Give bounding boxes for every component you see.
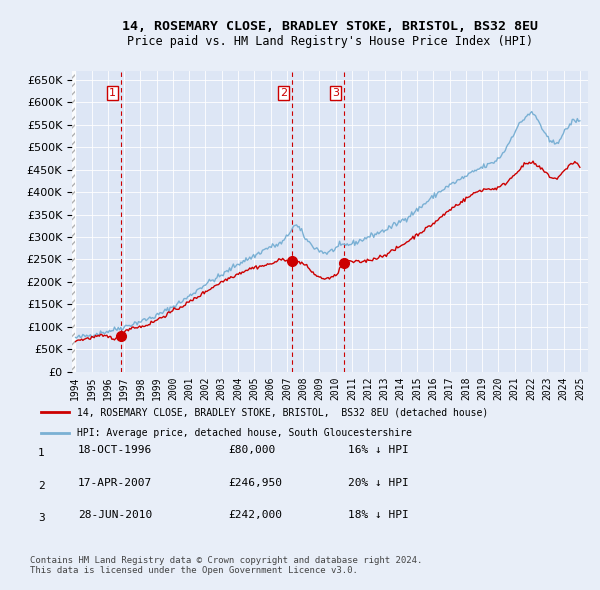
Text: 28-JUN-2010: 28-JUN-2010 (78, 510, 152, 520)
Text: Contains HM Land Registry data © Crown copyright and database right 2024.
This d: Contains HM Land Registry data © Crown c… (30, 556, 422, 575)
Text: 14, ROSEMARY CLOSE, BRADLEY STOKE, BRISTOL, BS32 8EU: 14, ROSEMARY CLOSE, BRADLEY STOKE, BRIST… (122, 20, 538, 33)
Text: £242,000: £242,000 (228, 510, 282, 520)
Text: Price paid vs. HM Land Registry's House Price Index (HPI): Price paid vs. HM Land Registry's House … (127, 35, 533, 48)
Text: 18-OCT-1996: 18-OCT-1996 (78, 445, 152, 455)
Text: 1: 1 (109, 88, 116, 99)
Polygon shape (72, 71, 75, 372)
Text: 14, ROSEMARY CLOSE, BRADLEY STOKE, BRISTOL,  BS32 8EU (detached house): 14, ROSEMARY CLOSE, BRADLEY STOKE, BRIST… (77, 407, 488, 417)
Text: 18% ↓ HPI: 18% ↓ HPI (348, 510, 409, 520)
Text: HPI: Average price, detached house, South Gloucestershire: HPI: Average price, detached house, Sout… (77, 428, 412, 438)
Text: 17-APR-2007: 17-APR-2007 (78, 477, 152, 487)
Text: £80,000: £80,000 (228, 445, 275, 455)
Text: £246,950: £246,950 (228, 477, 282, 487)
Text: 2: 2 (280, 88, 287, 99)
Text: 3: 3 (332, 88, 339, 99)
Text: 1: 1 (38, 448, 45, 458)
Text: 2: 2 (38, 481, 45, 490)
Text: 3: 3 (38, 513, 45, 523)
Text: 20% ↓ HPI: 20% ↓ HPI (348, 477, 409, 487)
Text: 16% ↓ HPI: 16% ↓ HPI (348, 445, 409, 455)
